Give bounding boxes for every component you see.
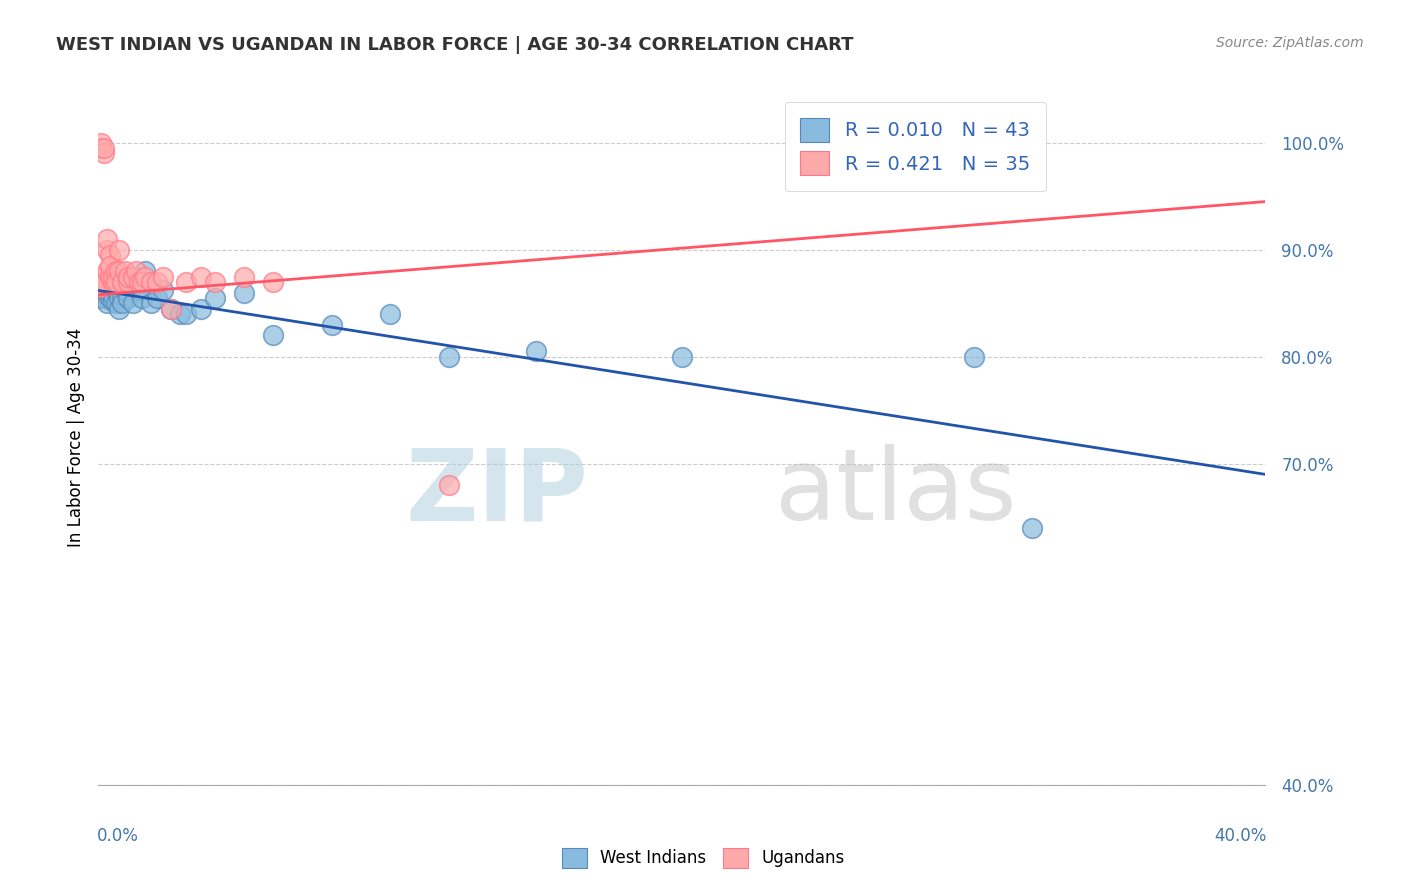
Point [380,307,402,321]
Point [160,301,183,316]
Point [122,269,145,284]
Point [96,284,118,298]
Point [117,291,139,305]
Point [131,275,153,289]
Point [96,296,118,310]
Text: ZIP: ZIP [406,444,589,541]
Point [104,275,127,289]
Point [152,284,174,298]
Point [101,269,124,284]
Point [437,478,460,492]
Point [174,307,197,321]
Point [90,275,112,289]
Text: 0.0%: 0.0% [97,827,139,845]
Point [90,280,112,294]
Point [111,287,134,301]
Point [117,275,139,289]
Point [93,275,115,289]
Point [90,141,112,155]
Point [117,269,139,284]
Point [108,243,131,257]
Point [111,275,134,289]
Point [139,296,162,310]
Point [93,284,115,298]
Point [204,291,226,305]
Point [134,264,156,278]
Text: WEST INDIAN VS UGANDAN IN LABOR FORCE | AGE 30-34 CORRELATION CHART: WEST INDIAN VS UGANDAN IN LABOR FORCE | … [56,36,853,54]
Legend: R = 0.010   N = 43, R = 0.421   N = 35: R = 0.010 N = 43, R = 0.421 N = 35 [785,103,1046,191]
Point [96,287,118,301]
Point [152,269,174,284]
Text: Source: ZipAtlas.com: Source: ZipAtlas.com [1216,36,1364,50]
Point [169,307,191,321]
Point [190,269,212,284]
Point [122,296,145,310]
Text: atlas: atlas [775,444,1017,541]
Point [114,284,136,298]
Point [90,136,112,150]
Point [233,285,256,300]
Point [321,318,343,332]
Point [108,291,131,305]
Point [101,275,124,289]
Point [204,275,226,289]
Point [146,291,169,305]
Point [108,301,131,316]
Point [128,284,150,298]
Point [101,287,124,301]
Point [93,269,115,284]
Point [962,350,984,364]
Point [104,296,127,310]
Point [117,275,139,289]
Point [114,264,136,278]
Point [98,259,121,273]
Point [98,275,121,289]
Text: 40.0%: 40.0% [1215,827,1267,845]
Point [98,248,121,262]
Point [128,275,150,289]
Point [101,277,124,291]
Point [93,141,115,155]
Point [233,269,256,284]
Point [174,275,197,289]
Point [262,328,284,343]
Point [101,294,124,309]
Point [96,232,118,246]
Point [139,275,162,289]
Point [104,284,127,298]
Point [437,350,460,364]
Point [190,301,212,316]
Point [93,291,115,305]
Point [96,243,118,257]
Point [108,264,131,278]
Point [104,264,127,278]
Point [111,296,134,310]
Point [96,264,118,278]
Point [90,285,112,300]
Legend: West Indians, Ugandans: West Indians, Ugandans [555,841,851,875]
Point [146,275,169,289]
Y-axis label: In Labor Force | Age 30-34: In Labor Force | Age 30-34 [66,327,84,547]
Point [524,344,547,359]
Point [90,291,112,305]
Point [262,275,284,289]
Point [160,301,183,316]
Point [1021,521,1043,535]
Point [93,146,115,161]
Point [98,269,121,284]
Point [98,285,121,300]
Point [125,264,148,278]
Point [671,350,693,364]
Point [131,291,153,305]
Point [98,291,121,305]
Point [134,269,156,284]
